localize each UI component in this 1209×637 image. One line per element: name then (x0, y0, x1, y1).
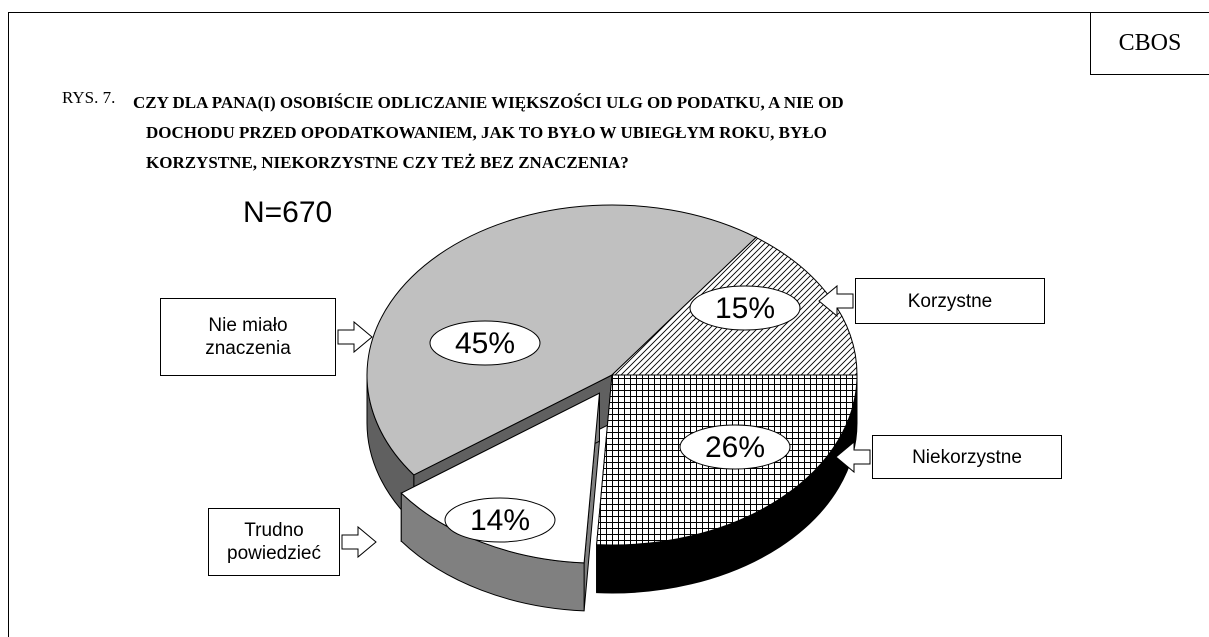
arrow (835, 440, 871, 474)
arrow (337, 320, 373, 354)
value-label-badge (429, 320, 541, 366)
chart-title: CZY DLA PANA(I) OSOBIŚCIE ODLICZANIE WIĘ… (133, 93, 844, 172)
sides (366, 374, 858, 612)
frame (8, 12, 1209, 13)
value-label: 26% (705, 431, 765, 464)
category-label: Nie miało znaczenia (160, 298, 336, 376)
arrow (818, 284, 854, 318)
annotation: N=670 (243, 196, 333, 229)
frame (8, 12, 9, 637)
pie-slice (366, 204, 757, 476)
value-label-badge (689, 285, 801, 331)
value-label: 14% (470, 504, 530, 537)
source-box: CBOS (1090, 12, 1209, 75)
value-label-badge (444, 497, 556, 543)
value-label: 45% (455, 327, 515, 360)
value-label: 15% (715, 292, 775, 325)
arrow (341, 525, 377, 559)
value-label-badge (679, 424, 791, 470)
category-label: Niekorzystne (872, 435, 1062, 479)
category-label: Trudno powiedzieć (208, 508, 340, 576)
category-label: Korzystne (855, 278, 1045, 324)
figure-label: RYS. 7. (62, 88, 116, 107)
